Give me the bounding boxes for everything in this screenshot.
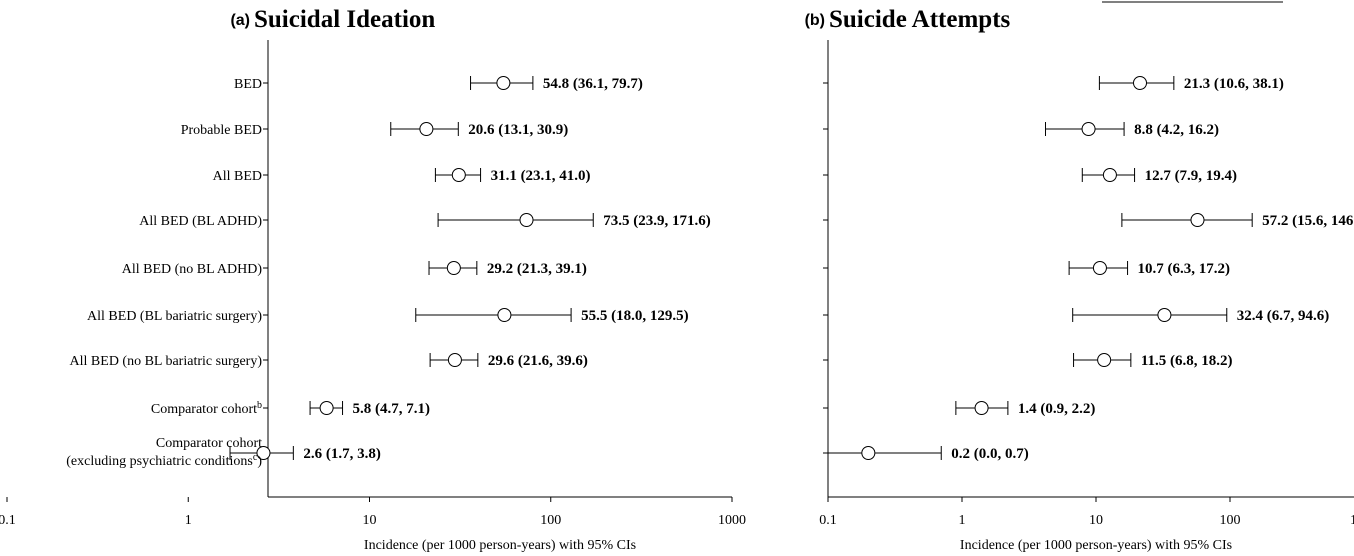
data-label: 12.7 (7.9, 19.4) [1145,168,1238,184]
x-tick-label: 10 [363,513,377,528]
category-label-line1: Comparator cohort [156,436,262,451]
category-label-line2: (excluding psychiatric conditionsc) [66,452,262,470]
data-label: 57.2 (15.6, 146.4) [1262,213,1354,229]
data-label: 5.8 (4.7, 7.1) [353,401,431,417]
data-label: 29.2 (21.3, 39.1) [487,261,587,277]
panel-letter: (a) [230,12,250,29]
panel-b-suicide-attempts: (b)Suicide Attempts 0.1 1 10 100 1000 Incidenc… [805,6,1354,553]
category-label: Comparator cohortb [151,400,262,418]
data-label: 10.7 (6.3, 17.2) [1138,261,1231,277]
data-label: 54.8 (36.1, 79.7) [543,76,643,92]
x-tick-label: 0.1 [819,513,837,528]
data-label: 20.6 (13.1, 30.9) [468,122,568,138]
point-estimate-marker [497,308,512,322]
point-estimate-marker [319,401,334,415]
point-estimate-marker [1157,308,1172,322]
data-label: 21.3 (10.6, 38.1) [1184,76,1284,92]
data-label: 1.4 (0.9, 2.2) [1018,401,1096,417]
point-estimate-marker [1097,353,1112,367]
data-label: 2.6 (1.7, 3.8) [303,446,381,462]
x-tick-label: 1000 [718,513,746,528]
panel-title: Suicide Attempts [829,6,1011,33]
x-axis-label: Incidence (per 1000 person-years) with 9… [960,538,1232,553]
x-tick-label: 1000 [1350,513,1354,528]
point-estimate-marker [451,168,466,182]
x-axis-label: Incidence (per 1000 person-years) with 9… [364,538,636,553]
panel-a-suicidal-ideation: (a) Suicidal Ideation 0.1 1 10 100 1000 Inciden… [0,6,746,553]
data-label: 8.8 (4.2, 16.2) [1134,122,1219,138]
x-tick-label: 0.1 [0,513,16,528]
point-estimate-marker [974,401,989,415]
category-label: All BED (no BL bariatric surgery) [70,354,263,369]
point-estimate-marker [1190,213,1205,227]
data-label: 32.4 (6.7, 94.6) [1237,308,1330,324]
data-label: 11.5 (6.8, 18.2) [1141,353,1233,369]
data-label: 31.1 (23.1, 41.0) [491,168,591,184]
x-tick-label: 10 [1089,513,1103,528]
category-label: All BED (BL bariatric surgery) [87,309,262,324]
point-estimate-marker [419,122,434,136]
x-tick-label: 1 [959,513,966,528]
category-label: All BED [213,169,262,184]
point-estimate-marker [1092,261,1107,275]
data-label: 73.5 (23.9, 171.6) [603,213,711,229]
category-label: All BED (no BL ADHD) [122,262,263,277]
point-estimate-marker [496,76,511,90]
point-estimate-marker [1133,76,1148,90]
point-estimate-marker [446,261,461,275]
data-label: 29.6 (21.6, 39.6) [488,353,588,369]
category-label: Probable BED [181,123,262,138]
point-estimate-marker [861,446,876,460]
panel-title: Suicidal Ideation [254,6,435,33]
x-tick-label: 100 [540,513,561,528]
data-label: 0.2 (0.0, 0.7) [951,446,1029,462]
point-estimate-marker [447,353,462,367]
point-estimate-marker [1102,168,1117,182]
x-tick-label: 1 [185,513,192,528]
x-tick-label: 100 [1220,513,1241,528]
panel-letter: (b) [805,12,825,29]
category-label: All BED (BL ADHD) [139,214,262,229]
category-label: BED [234,77,262,92]
point-estimate-marker [256,446,271,460]
point-estimate-marker [1081,122,1096,136]
point-estimate-marker [519,213,534,227]
data-label: 55.5 (18.0, 129.5) [581,308,689,324]
